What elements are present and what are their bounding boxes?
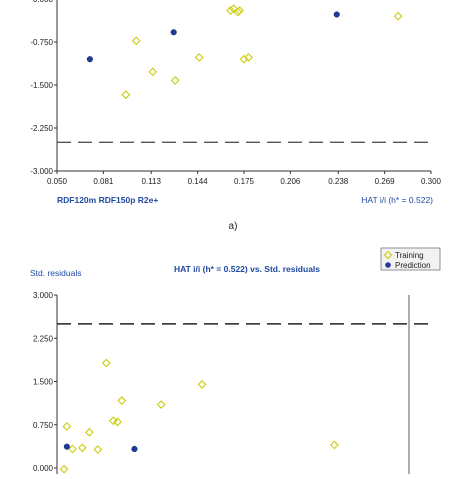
prediction-point xyxy=(333,11,340,18)
legend-training-label: Training xyxy=(395,251,424,260)
chart-b-y-label: Std. residuals xyxy=(30,268,82,278)
training-point xyxy=(239,54,249,64)
prediction-point xyxy=(63,443,70,450)
y-tick-label: -0.750 xyxy=(30,38,53,47)
training-point xyxy=(59,464,69,474)
training-point xyxy=(131,36,141,46)
y-tick-label: -2.250 xyxy=(30,124,53,133)
training-point xyxy=(156,400,166,410)
training-point xyxy=(77,443,87,453)
legend-prediction-label: Prediction xyxy=(395,261,431,270)
x-tick-label: 0.175 xyxy=(234,177,255,186)
chart-b-points xyxy=(59,358,339,474)
chart-a-x-ticks: 0.050 0.081 0.113 0.144 0.175 0.206 0.238 0.269… xyxy=(47,171,442,186)
prediction-point xyxy=(131,445,138,453)
training-point xyxy=(93,445,103,454)
chart-a-footer-right: HAT i/i (h* = 0.522) xyxy=(361,195,433,205)
training-point xyxy=(235,6,244,15)
training-point xyxy=(84,427,94,437)
chart-a-y-ticks: -3.000 -2.250 -1.500 -0.750 0.000 xyxy=(30,0,57,176)
chart-a-points xyxy=(86,4,403,100)
chart-b: Std. residuals HAT i/i (h* = 0.522) vs. … xyxy=(30,247,441,474)
prediction-point xyxy=(86,56,93,63)
x-tick-label: 0.300 xyxy=(421,177,442,186)
x-tick-label: 0.081 xyxy=(93,177,114,186)
training-point xyxy=(244,53,253,62)
chart-b-legend: Training Prediction xyxy=(380,247,441,271)
x-tick-label: 0.144 xyxy=(188,177,209,186)
legend-prediction-marker xyxy=(385,262,391,268)
training-point xyxy=(329,440,339,450)
training-point xyxy=(226,6,235,15)
x-tick-label: 0.113 xyxy=(142,177,162,186)
training-point xyxy=(101,358,111,368)
chart-a: -3.000 -2.250 -1.500 -0.750 0.000 0.050 0.081… xyxy=(30,0,442,232)
training-point xyxy=(113,417,122,427)
y-tick-label: 2.250 xyxy=(33,334,54,343)
y-tick-label: 1.500 xyxy=(33,378,54,387)
training-point xyxy=(393,11,403,21)
chart-a-footer-left: RDF120m RDF150p R2e+ xyxy=(57,195,158,205)
y-tick-label: 0.750 xyxy=(33,421,54,430)
training-point xyxy=(68,444,77,454)
y-tick-label-top: 0.000 xyxy=(33,0,54,4)
y-tick-label: 3.000 xyxy=(33,291,54,300)
training-point xyxy=(62,422,72,431)
y-tick-label: -3.000 xyxy=(30,167,53,176)
y-tick-label: 0.000 xyxy=(33,464,54,473)
x-tick-label: 0.050 xyxy=(47,177,68,186)
prediction-point xyxy=(170,29,177,36)
legend-box xyxy=(380,247,441,271)
training-point xyxy=(117,396,127,405)
y-tick-label: -1.500 xyxy=(30,81,53,90)
training-point xyxy=(148,67,158,77)
chart-b-title: HAT i/i (h* = 0.522) vs. Std. residuals xyxy=(174,264,320,274)
training-point xyxy=(229,4,238,14)
training-point xyxy=(197,379,207,389)
caption-a: a) xyxy=(229,221,238,232)
training-point xyxy=(121,90,131,100)
chart-b-y-ticks: 0.000 0.750 1.500 2.250 3.000 xyxy=(33,291,57,473)
training-point xyxy=(170,75,180,85)
x-tick-label: 0.206 xyxy=(280,177,301,186)
legend-training-marker xyxy=(383,250,393,260)
x-tick-label: 0.269 xyxy=(375,177,396,186)
x-tick-label: 0.238 xyxy=(328,177,349,186)
training-point xyxy=(194,53,204,62)
